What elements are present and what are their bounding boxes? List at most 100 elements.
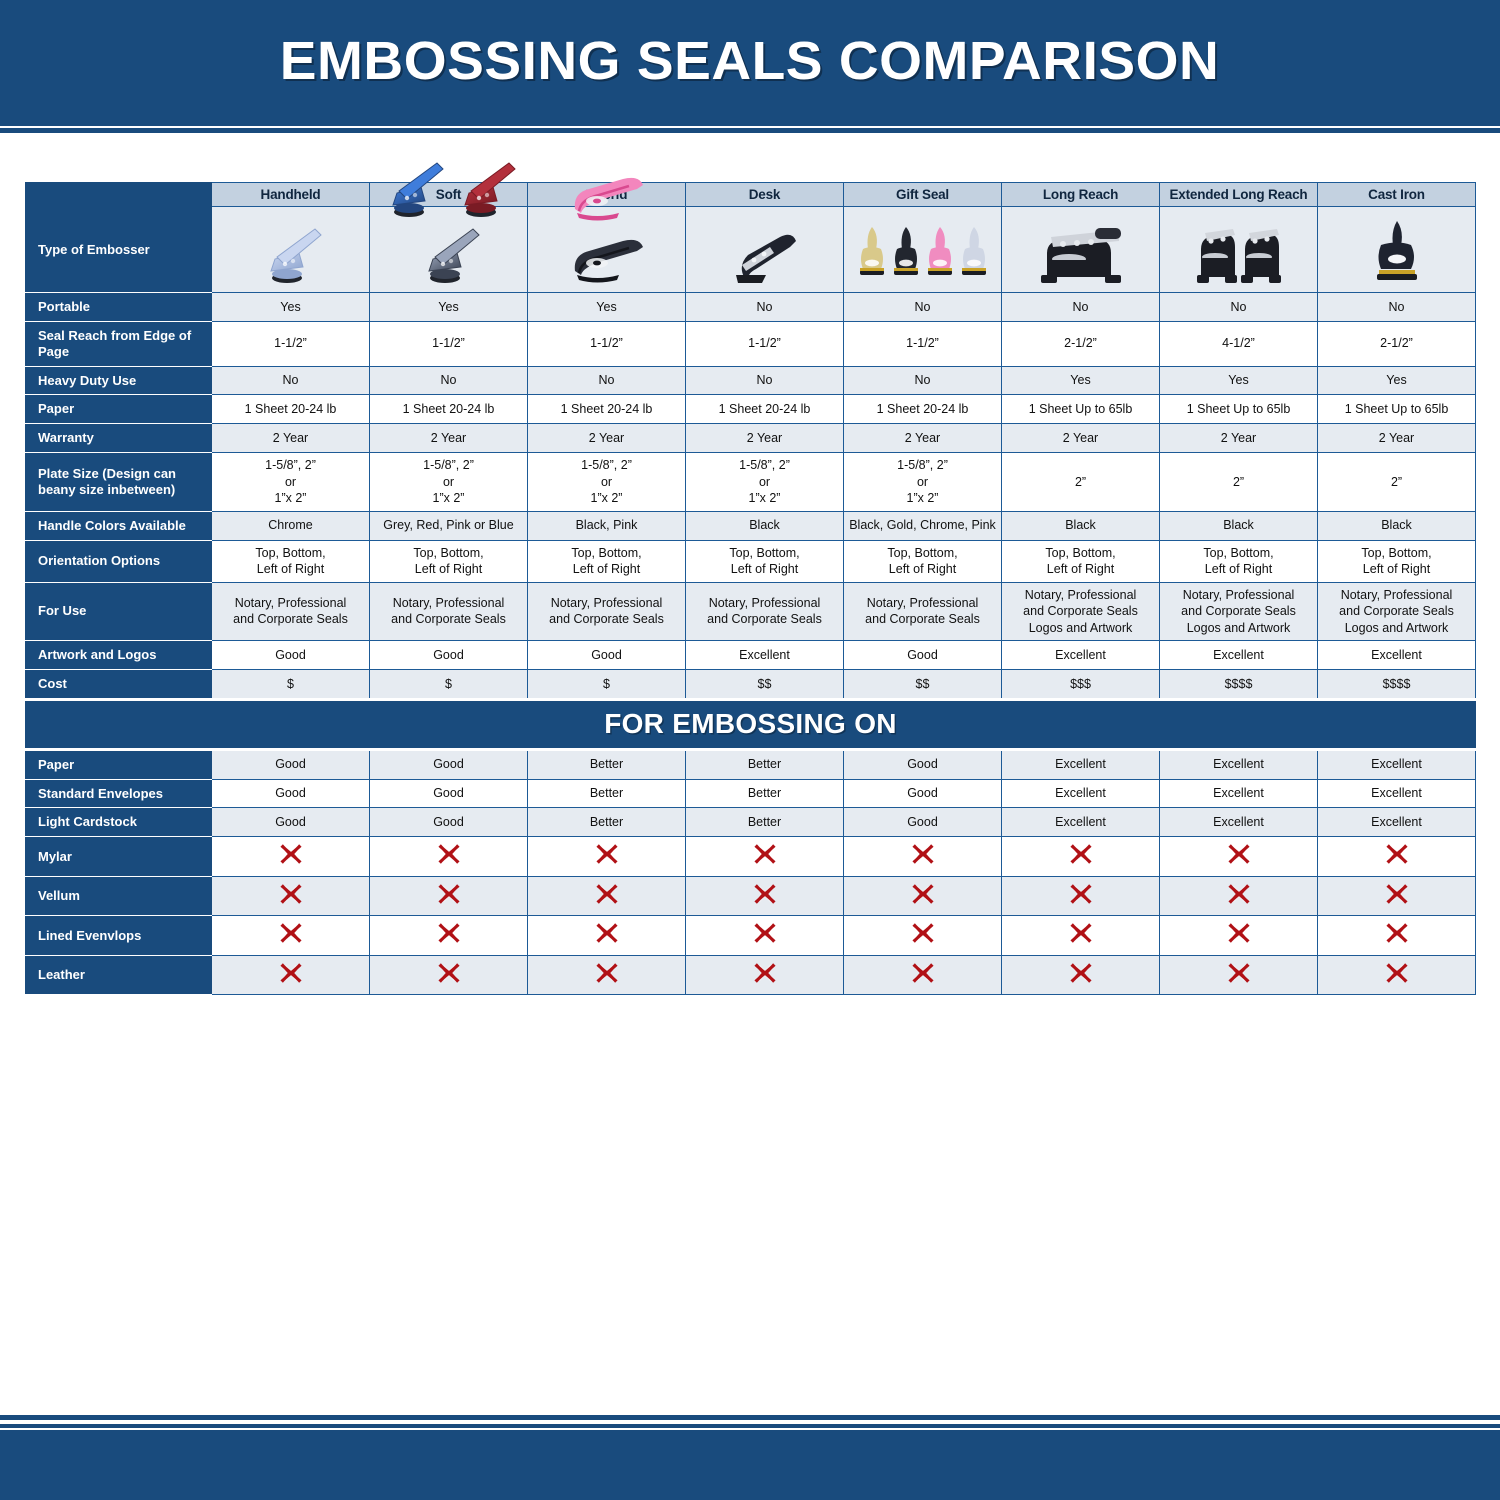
- cell-cost-1: $: [369, 668, 528, 700]
- row-label-handle-colors-available: Handle Colors Available: [25, 510, 212, 541]
- soft-embosser-icon: [372, 157, 525, 290]
- cell-warranty-7: 2 Year: [1317, 423, 1476, 454]
- cell-cost-0: $: [211, 668, 370, 700]
- red-x-icon: [595, 844, 618, 865]
- column-header-long-reach[interactable]: Long Reach: [1001, 182, 1160, 207]
- cell-paper-4: Good: [843, 748, 1002, 780]
- red-x-icon: [279, 963, 302, 983]
- row-label-portable: Portable: [25, 292, 212, 322]
- cell-plate-size-design-can-beany-size-inbetween-0: 1-5/8”, 2” or 1”x 2”: [211, 452, 370, 512]
- row-label-for-use: For Use: [25, 581, 212, 642]
- embosser-glyph: [1040, 228, 1121, 283]
- cell-warranty-2: 2 Year: [527, 423, 686, 454]
- table-row: Seal Reach from Edge of Page 1-1/2” 1-1/2”…: [25, 320, 1476, 367]
- column-header-extended-long-reach[interactable]: Extended Long Reach: [1159, 182, 1318, 207]
- cell-cost-4: $$: [843, 668, 1002, 700]
- row-label-seal-reach-from-edge-of-page: Seal Reach from Edge of Page: [25, 320, 212, 367]
- cell-artwork-and-logos-3: Excellent: [685, 640, 844, 670]
- cell-heavy-duty-use-2: No: [527, 365, 686, 396]
- desk-embosser-icon: [726, 225, 804, 290]
- header-divider-line-1: [0, 122, 1500, 126]
- cell-handle-colors-available-6: Black: [1159, 510, 1318, 541]
- row-label-paper: Paper: [25, 748, 212, 780]
- cell-paper-3: 1 Sheet 20-24 lb: [685, 394, 844, 425]
- row-label-standard-envelopes: Standard Envelopes: [25, 778, 212, 809]
- embosser-glyph: [574, 239, 643, 283]
- row-label-type-of-embosser: Type of Embosser: [25, 206, 212, 293]
- red-x-icon: [595, 963, 618, 983]
- cell-plate-size-design-can-beany-size-inbetween-7: 2”: [1317, 452, 1476, 512]
- table-row: For Use Notary, Professional and Corporat…: [25, 581, 1476, 642]
- cell-leather-0: [211, 954, 370, 996]
- footer-divider-line-2: [0, 1424, 1500, 1428]
- row-label-warranty: Warranty: [25, 423, 212, 454]
- cell-cost-7: $$$$: [1317, 668, 1476, 700]
- page-header-banner: EMBOSSING SEALS COMPARISON: [0, 0, 1500, 122]
- cell-paper-3: Better: [685, 748, 844, 780]
- cell-vellum-6: [1159, 875, 1318, 917]
- cell-orientation-options-6: Top, Bottom, Left of Right: [1159, 539, 1318, 583]
- cell-mylar-3: [685, 836, 844, 877]
- cell-for-use-6: Notary, Professional and Corporate Seals…: [1159, 581, 1318, 642]
- embosser-glyph: [893, 227, 918, 275]
- cell-lined-evenvlops-6: [1159, 915, 1318, 956]
- embosser-image-cell: [1001, 206, 1160, 293]
- column-header-handheld[interactable]: Handheld: [211, 182, 370, 207]
- cell-cost-3: $$: [685, 668, 844, 700]
- table-row: Paper Good Good Better Better Good Excellent Ex…: [25, 748, 1476, 780]
- cell-seal-reach-from-edge-of-page-4: 1-1/2”: [843, 320, 1002, 367]
- cell-heavy-duty-use-3: No: [685, 365, 844, 396]
- table-row: Leather: [25, 954, 1476, 996]
- red-x-icon: [753, 884, 776, 904]
- cell-warranty-3: 2 Year: [685, 423, 844, 454]
- cell-mylar-5: [1001, 836, 1160, 877]
- cell-standard-envelopes-3: Better: [685, 778, 844, 809]
- cell-paper-2: 1 Sheet 20-24 lb: [527, 394, 686, 425]
- column-header-cast-iron[interactable]: Cast Iron: [1317, 182, 1476, 207]
- cell-warranty-0: 2 Year: [211, 423, 370, 454]
- cell-plate-size-design-can-beany-size-inbetween-3: 1-5/8”, 2” or 1”x 2”: [685, 452, 844, 512]
- red-x-icon: [1227, 923, 1250, 944]
- cell-paper-1: 1 Sheet 20-24 lb: [369, 394, 528, 425]
- cell-paper-0: 1 Sheet 20-24 lb: [211, 394, 370, 425]
- column-header-desk[interactable]: Desk: [685, 182, 844, 207]
- cell-plate-size-design-can-beany-size-inbetween-5: 2”: [1001, 452, 1160, 512]
- cell-lined-evenvlops-0: [211, 915, 370, 956]
- cell-handle-colors-available-0: Chrome: [211, 510, 370, 541]
- cell-portable-0: Yes: [211, 292, 370, 322]
- embosser-glyph: [1376, 221, 1417, 280]
- section-header-for-embossing-on: FOR EMBOSSING ON: [25, 697, 1476, 751]
- cell-light-cardstock-0: Good: [211, 807, 370, 838]
- cell-paper-6: 1 Sheet Up to 65lb: [1159, 394, 1318, 425]
- table-row: Handle Colors Available Chrome Grey, Red, …: [25, 510, 1476, 541]
- table-row: Artwork and Logos Good Good Good Excellent Go…: [25, 640, 1476, 670]
- cell-paper-5: Excellent: [1001, 748, 1160, 780]
- red-x-icon: [911, 844, 934, 865]
- cell-cost-2: $: [527, 668, 686, 700]
- cell-lined-evenvlops-2: [527, 915, 686, 956]
- cell-light-cardstock-5: Excellent: [1001, 807, 1160, 838]
- hybrid-embosser-icon: [530, 165, 683, 290]
- embosser-image-cell: [211, 206, 370, 293]
- cell-light-cardstock-4: Good: [843, 807, 1002, 838]
- embosser-image-row: Type of Embosser: [25, 161, 1476, 293]
- cell-leather-6: [1159, 954, 1318, 996]
- cell-heavy-duty-use-5: Yes: [1001, 365, 1160, 396]
- cell-vellum-5: [1001, 875, 1160, 917]
- cell-portable-2: Yes: [527, 292, 686, 322]
- cell-leather-2: [527, 954, 686, 996]
- row-label-mylar: Mylar: [25, 836, 212, 877]
- cell-paper-7: Excellent: [1317, 748, 1476, 780]
- cell-orientation-options-4: Top, Bottom, Left of Right: [843, 539, 1002, 583]
- red-x-icon: [437, 923, 460, 944]
- cell-portable-4: No: [843, 292, 1002, 322]
- embosser-image-cell: [1159, 206, 1318, 293]
- red-x-icon: [1227, 963, 1250, 983]
- cell-mylar-4: [843, 836, 1002, 877]
- cell-seal-reach-from-edge-of-page-3: 1-1/2”: [685, 320, 844, 367]
- column-header-gift-seal[interactable]: Gift Seal: [843, 182, 1002, 207]
- table-row: Heavy Duty Use No No No No No Yes Yes Yes: [25, 365, 1476, 396]
- red-x-icon: [1069, 923, 1092, 944]
- cell-standard-envelopes-6: Excellent: [1159, 778, 1318, 809]
- cell-light-cardstock-7: Excellent: [1317, 807, 1476, 838]
